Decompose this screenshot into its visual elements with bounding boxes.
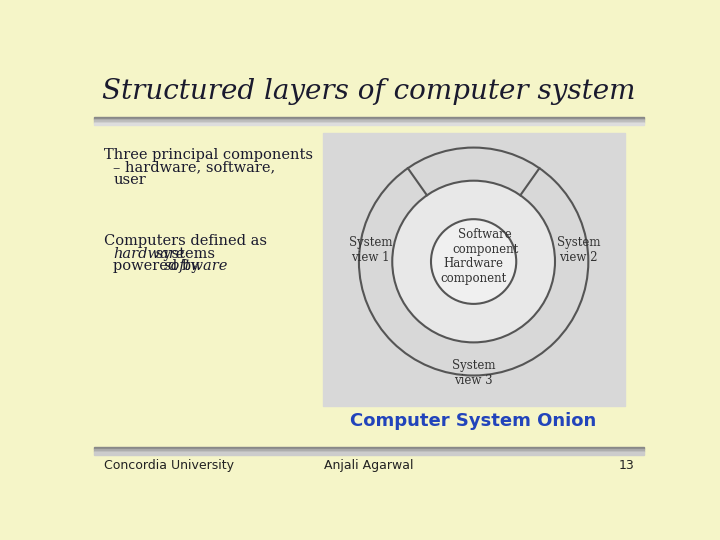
Text: System
view 2: System view 2 — [557, 236, 600, 264]
Bar — [94, 449, 644, 450]
Text: System
view 1: System view 1 — [348, 236, 392, 264]
Bar — [94, 120, 644, 122]
Bar — [94, 450, 644, 452]
Text: Anjali Agarwal: Anjali Agarwal — [324, 458, 414, 472]
Text: hardware: hardware — [113, 247, 184, 260]
Bar — [94, 119, 644, 120]
Text: systems: systems — [151, 247, 215, 260]
Bar — [94, 117, 644, 119]
Bar — [323, 132, 625, 406]
Text: user: user — [113, 173, 146, 187]
Text: Concordia University: Concordia University — [104, 458, 234, 472]
Bar — [94, 452, 644, 454]
Bar — [94, 122, 644, 123]
Text: 13: 13 — [618, 458, 634, 472]
Bar — [94, 123, 644, 125]
Text: Three principal components: Three principal components — [104, 148, 313, 162]
Text: powered by: powered by — [113, 259, 204, 273]
Text: software: software — [163, 259, 228, 273]
Text: Software
component: Software component — [452, 228, 518, 256]
Text: Computer System Onion: Computer System Onion — [351, 413, 597, 430]
Circle shape — [431, 219, 516, 304]
Text: Structured layers of computer system: Structured layers of computer system — [102, 78, 636, 105]
Circle shape — [392, 181, 555, 342]
Text: Computers defined as: Computers defined as — [104, 234, 267, 248]
Circle shape — [359, 147, 588, 375]
Text: – hardware, software,: – hardware, software, — [113, 160, 276, 174]
Bar — [94, 448, 644, 449]
Text: Hardware
component: Hardware component — [441, 257, 507, 285]
Bar — [94, 454, 644, 455]
Text: System
view 3: System view 3 — [452, 359, 495, 387]
